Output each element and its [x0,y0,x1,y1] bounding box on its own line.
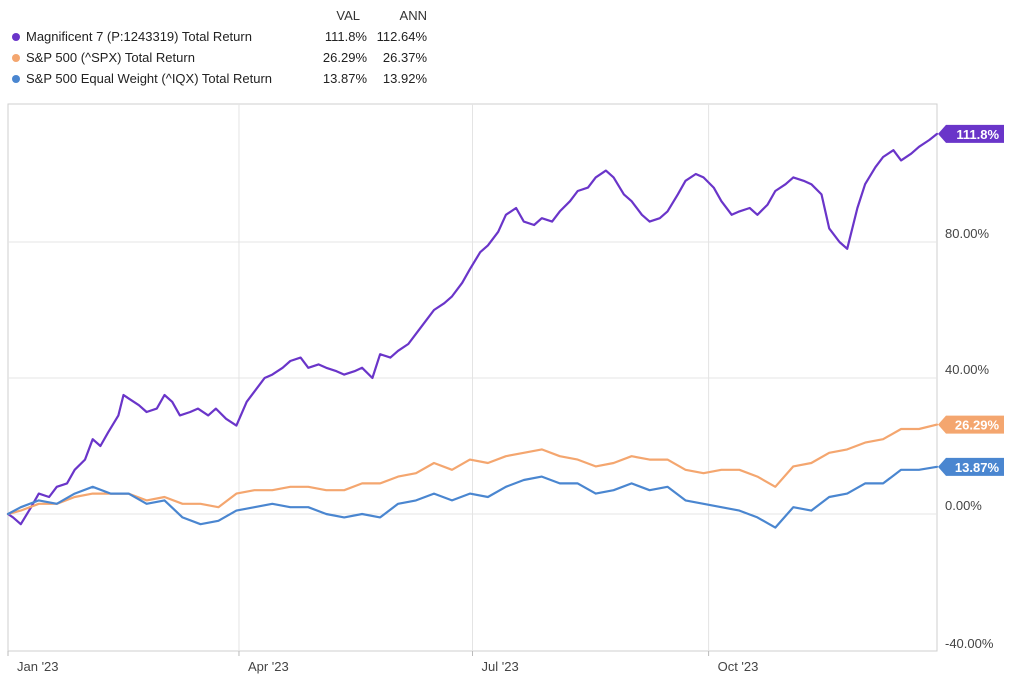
y-tick-label: -40.00% [945,636,994,651]
chart-legend: VAL ANN Magnificent 7 (P:1243319) Total … [0,0,440,100]
legend-name: S&P 500 (^SPX) Total Return [26,50,195,65]
legend-val: 26.29% [322,50,367,65]
series-line-2 [6,465,939,529]
x-tick-label: Jul '23 [482,659,519,674]
series-line-1 [6,423,939,516]
series-line-0 [6,132,939,526]
legend-ann: 26.37% [382,50,427,65]
y-tick-label: 40.00% [945,362,990,377]
legend-row-spx[interactable]: S&P 500 (^SPX) Total Return 26.29% 26.37… [12,49,437,69]
legend-val: 111.8% [324,29,367,44]
legend-row-iqx[interactable]: S&P 500 Equal Weight (^IQX) Total Return… [12,70,437,90]
axes: 80.00% 40.00% 0.00% -40.00% Jan '23 Apr '23 Ju… [7,226,994,674]
legend-header-val: VAL [336,8,360,23]
y-tick-label: 0.00% [945,498,982,513]
legend-dot-spx [12,54,20,62]
end-label-tag [938,415,1004,434]
end-label-text: 26.29% [955,418,1000,433]
x-tick-label: Apr '23 [248,659,289,674]
legend-name: S&P 500 Equal Weight (^IQX) Total Return [26,71,273,86]
series [6,132,939,529]
grid [8,104,937,651]
legend-header-ann: ANN [399,8,427,23]
end-label-tag [938,124,1004,143]
y-tick-label: 80.00% [945,226,990,241]
end-label-text: 13.87% [955,460,1000,475]
end-label-text: 111.8% [956,127,999,142]
legend-dot-mag7 [12,33,20,41]
end-label-tag [938,457,1004,476]
end-labels: 111.8% 26.29% 13.87% [938,124,1004,476]
legend-val: 13.87% [322,71,367,86]
legend-ann: 13.92% [382,71,427,86]
x-tick-label: Oct '23 [718,659,759,674]
legend-ann: 112.64% [376,29,427,44]
legend-name: Magnificent 7 (P:1243319) Total Return [26,29,252,44]
legend-row-mag7[interactable]: Magnificent 7 (P:1243319) Total Return 1… [12,28,437,48]
legend-dot-iqx [12,75,20,83]
x-tick-label: Jan '23 [17,659,59,674]
